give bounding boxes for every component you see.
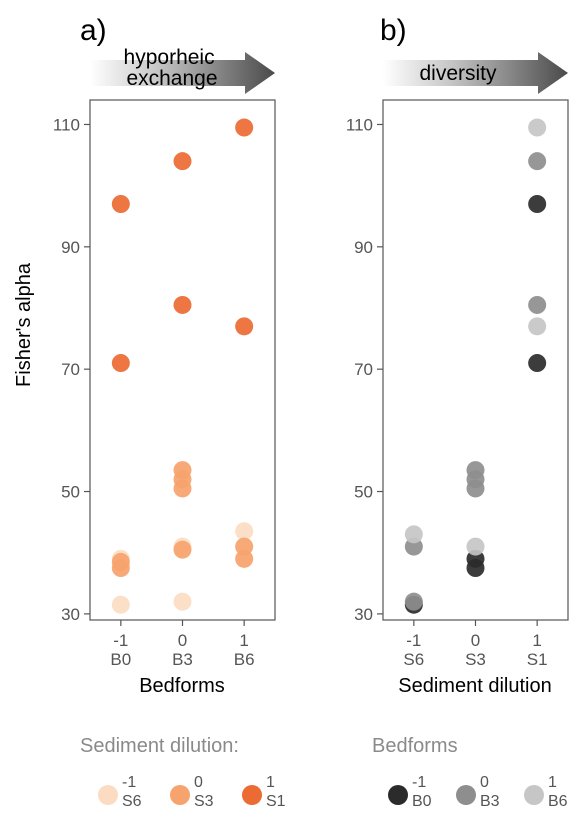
data-point bbox=[173, 461, 192, 480]
data-point bbox=[111, 552, 130, 571]
y-tick-label: 70 bbox=[61, 360, 80, 379]
data-point bbox=[466, 461, 485, 480]
x-tick-sublabel: B6 bbox=[234, 650, 255, 669]
x-tick-label: -1 bbox=[406, 631, 421, 650]
data-point bbox=[466, 537, 485, 556]
legend-label: 0 bbox=[480, 774, 489, 791]
legend-key bbox=[242, 785, 262, 805]
panel-b-arrow-label: diversity bbox=[419, 62, 497, 85]
data-point bbox=[528, 317, 547, 336]
legend-sublabel: B3 bbox=[480, 793, 500, 810]
panel-b-legend: Bedforms -1 B0 0 B3 1 B6 bbox=[372, 735, 568, 810]
data-point bbox=[111, 595, 130, 614]
legend-label: 1 bbox=[548, 774, 557, 791]
panel-a-y-axis-title: Fisher's alpha bbox=[13, 262, 35, 387]
data-point bbox=[528, 152, 547, 171]
legend-key bbox=[456, 785, 476, 805]
data-point bbox=[528, 354, 547, 373]
legend-label: 0 bbox=[194, 774, 203, 791]
legend-label: -1 bbox=[122, 774, 136, 791]
x-tick-label: 0 bbox=[471, 631, 480, 650]
data-point bbox=[173, 592, 192, 611]
panel-b-arrow bbox=[383, 52, 568, 94]
panel-a-arrow-label-line1: hyporheic bbox=[124, 46, 215, 69]
panel-a-y-axis: 30 50 70 90 110 bbox=[53, 115, 90, 624]
legend-key bbox=[170, 785, 190, 805]
panel-b-y-axis: 30 50 70 90 110 bbox=[346, 115, 383, 624]
panel-a-arrow-label: hyporheic exchange bbox=[124, 46, 221, 90]
panel-b-label: b) bbox=[380, 14, 407, 47]
x-tick-label: 0 bbox=[178, 631, 187, 650]
x-tick-label: 1 bbox=[239, 631, 248, 650]
data-point bbox=[173, 152, 192, 171]
y-tick-label: 90 bbox=[61, 238, 80, 257]
data-point bbox=[528, 195, 547, 213]
data-point bbox=[111, 195, 130, 213]
data-point bbox=[235, 317, 254, 336]
y-tick-label: 50 bbox=[61, 483, 80, 502]
data-point bbox=[466, 559, 485, 577]
y-tick-label: 30 bbox=[354, 605, 373, 624]
panel-b-points bbox=[404, 118, 547, 614]
data-point bbox=[173, 295, 192, 314]
x-tick-sublabel: S3 bbox=[465, 650, 486, 669]
data-point bbox=[235, 522, 254, 541]
data-point bbox=[173, 540, 192, 559]
x-tick-sublabel: B3 bbox=[172, 650, 193, 669]
legend-sublabel: B0 bbox=[412, 793, 432, 810]
data-point bbox=[235, 118, 254, 137]
x-tick-label: -1 bbox=[113, 631, 128, 650]
legend-key bbox=[98, 785, 118, 805]
legend-sublabel: S3 bbox=[194, 793, 214, 810]
x-tick-label: 1 bbox=[532, 631, 541, 650]
panel-a-x-axis: -1B0 0B3 1B6 bbox=[110, 620, 255, 669]
legend-sublabel: S6 bbox=[122, 793, 142, 810]
panel-a-legend: Sediment dilution: -1 S6 0 S3 1 S1 bbox=[80, 735, 286, 810]
y-tick-label: 70 bbox=[354, 360, 373, 379]
data-point bbox=[235, 537, 254, 556]
y-tick-label: 110 bbox=[346, 115, 373, 134]
data-point bbox=[111, 354, 130, 373]
x-tick-sublabel: S1 bbox=[527, 650, 548, 669]
y-tick-label: 110 bbox=[53, 115, 80, 134]
legend-key bbox=[524, 785, 544, 805]
panel-a-points bbox=[111, 118, 254, 614]
x-tick-sublabel: B0 bbox=[110, 650, 131, 669]
panel-b-legend-title: Bedforms bbox=[372, 735, 458, 757]
panel-a-label: a) bbox=[80, 14, 107, 47]
y-tick-label: 50 bbox=[354, 483, 373, 502]
panel-b-x-axis-title: Sediment dilution bbox=[398, 675, 551, 697]
legend-label: -1 bbox=[412, 774, 426, 791]
panel-a-arrow-label-line2: exchange bbox=[126, 67, 217, 90]
y-tick-label: 30 bbox=[61, 605, 80, 624]
legend-sublabel: S1 bbox=[266, 793, 286, 810]
data-point bbox=[528, 295, 547, 314]
x-tick-sublabel: S6 bbox=[403, 650, 424, 669]
panel-a-arrow bbox=[90, 52, 275, 94]
panel-a-x-axis-title: Bedforms bbox=[139, 675, 225, 697]
legend-key bbox=[388, 785, 408, 805]
data-point bbox=[528, 118, 547, 137]
panel-b-x-axis: -1S6 0S3 1S1 bbox=[403, 620, 548, 669]
data-point bbox=[404, 592, 423, 611]
data-point bbox=[404, 525, 423, 544]
panel-a-legend-title: Sediment dilution: bbox=[80, 735, 239, 757]
legend-sublabel: B6 bbox=[548, 793, 568, 810]
legend-label: 1 bbox=[266, 774, 275, 791]
y-tick-label: 90 bbox=[354, 238, 373, 257]
